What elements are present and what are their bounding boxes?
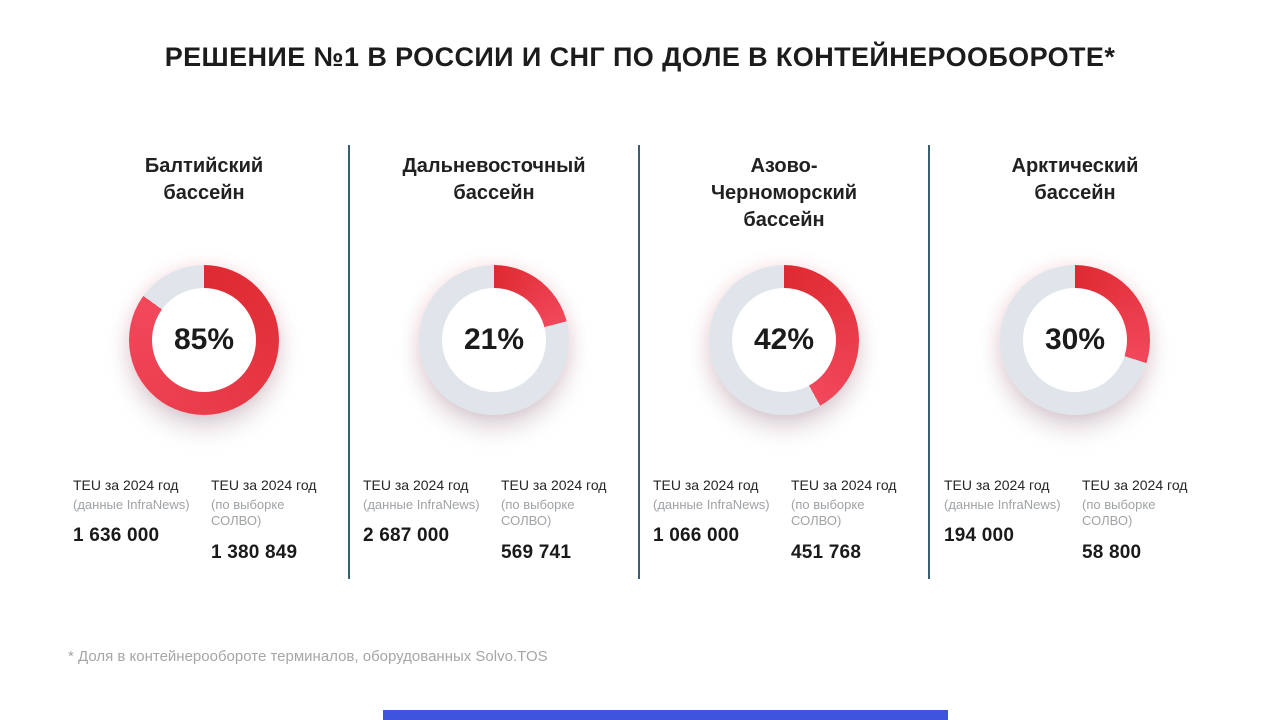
- donut-chart-arctic: 30%: [930, 265, 1220, 415]
- donut-hole: 30%: [1023, 288, 1127, 392]
- share-percentage: 21%: [463, 323, 525, 356]
- stat-infranews: TEU за 2024 год (данные InfraNews) 2 687…: [363, 477, 487, 564]
- donut-hole: 21%: [442, 288, 546, 392]
- stat-label: TEU за 2024 год: [791, 477, 897, 493]
- stat-solvo: TEU за 2024 год (по выборке СОЛВО) 58 80…: [1082, 477, 1206, 564]
- basin-columns: Балтийский бассейн 85% TEU за 2024 год (…: [60, 145, 1220, 579]
- stat-label: TEU за 2024 год: [944, 477, 1050, 493]
- stat-source: (по выборке СОЛВО): [791, 496, 865, 529]
- footnote: * Доля в контейнерообороте терминалов, о…: [68, 648, 548, 665]
- share-percentage: 85%: [173, 323, 235, 356]
- donut-chart-azov-blacksea: 42%: [640, 265, 928, 415]
- stat-value: 1 380 849: [211, 542, 298, 564]
- share-percentage: 30%: [1044, 323, 1106, 356]
- stat-label: TEU за 2024 год: [211, 477, 317, 493]
- basin-title: Дальневосточный бассейн: [402, 155, 586, 204]
- basin-title: Балтийский бассейн: [144, 155, 264, 204]
- donut-ring: 21%: [419, 265, 569, 415]
- stat-label: TEU за 2024 год: [363, 477, 469, 493]
- stat-source: (по выборке СОЛВО): [211, 496, 285, 529]
- stat-label: TEU за 2024 год: [1082, 477, 1188, 493]
- teu-stats: TEU за 2024 год (данные InfraNews) 194 0…: [930, 477, 1220, 564]
- stat-value: 451 768: [791, 542, 862, 564]
- teu-stats: TEU за 2024 год (данные InfraNews) 1 636…: [60, 477, 348, 564]
- stat-infranews: TEU за 2024 год (данные InfraNews) 1 066…: [653, 477, 777, 564]
- stat-value: 1 066 000: [653, 525, 740, 547]
- donut-chart-fareast: 21%: [350, 265, 638, 415]
- stat-source: (по выборке СОЛВО): [1082, 496, 1156, 529]
- share-percentage: 42%: [753, 323, 815, 356]
- stat-source: (данные InfraNews): [73, 496, 190, 512]
- basin-column-fareast: Дальневосточный бассейн 21% TEU за 2024 …: [350, 145, 640, 579]
- stat-solvo: TEU за 2024 год (по выборке СОЛВО) 1 380…: [211, 477, 335, 564]
- stat-infranews: TEU за 2024 год (данные InfraNews) 194 0…: [944, 477, 1068, 564]
- teu-stats: TEU за 2024 год (данные InfraNews) 1 066…: [640, 477, 928, 564]
- basin-title: Арктический бассейн: [1011, 155, 1139, 204]
- donut-ring: 30%: [1000, 265, 1150, 415]
- basin-column-baltic: Балтийский бассейн 85% TEU за 2024 год (…: [60, 145, 350, 579]
- stat-value: 569 741: [501, 542, 572, 564]
- stat-value: 58 800: [1082, 542, 1142, 564]
- basin-title: Азово- Черноморский бассейн: [710, 155, 858, 231]
- footer-accent-bar: [383, 710, 948, 720]
- stat-source: (данные InfraNews): [944, 496, 1061, 512]
- donut-chart-baltic: 85%: [60, 265, 348, 415]
- donut-ring: 85%: [129, 265, 279, 415]
- stat-source: (данные InfraNews): [363, 496, 480, 512]
- stat-value: 194 000: [944, 525, 1015, 547]
- donut-ring: 42%: [709, 265, 859, 415]
- page-title: РЕШЕНИЕ №1 В РОССИИ И СНГ ПО ДОЛЕ В КОНТ…: [164, 42, 1116, 72]
- teu-stats: TEU за 2024 год (данные InfraNews) 2 687…: [350, 477, 638, 564]
- stat-solvo: TEU за 2024 год (по выборке СОЛВО) 569 7…: [501, 477, 625, 564]
- stat-label: TEU за 2024 год: [653, 477, 759, 493]
- stat-source: (данные InfraNews): [653, 496, 770, 512]
- stat-value: 2 687 000: [363, 525, 450, 547]
- donut-hole: 85%: [152, 288, 256, 392]
- stat-solvo: TEU за 2024 год (по выборке СОЛВО) 451 7…: [791, 477, 915, 564]
- stat-source: (по выборке СОЛВО): [501, 496, 575, 529]
- basin-column-arctic: Арктический бассейн 30% TEU за 2024 год …: [930, 145, 1220, 579]
- stat-label: TEU за 2024 год: [73, 477, 179, 493]
- donut-hole: 42%: [732, 288, 836, 392]
- stat-label: TEU за 2024 год: [501, 477, 607, 493]
- basin-column-azov-blacksea: Азово- Черноморский бассейн 42% TEU за 2…: [640, 145, 930, 579]
- stat-infranews: TEU за 2024 год (данные InfraNews) 1 636…: [73, 477, 197, 564]
- stat-value: 1 636 000: [73, 525, 160, 547]
